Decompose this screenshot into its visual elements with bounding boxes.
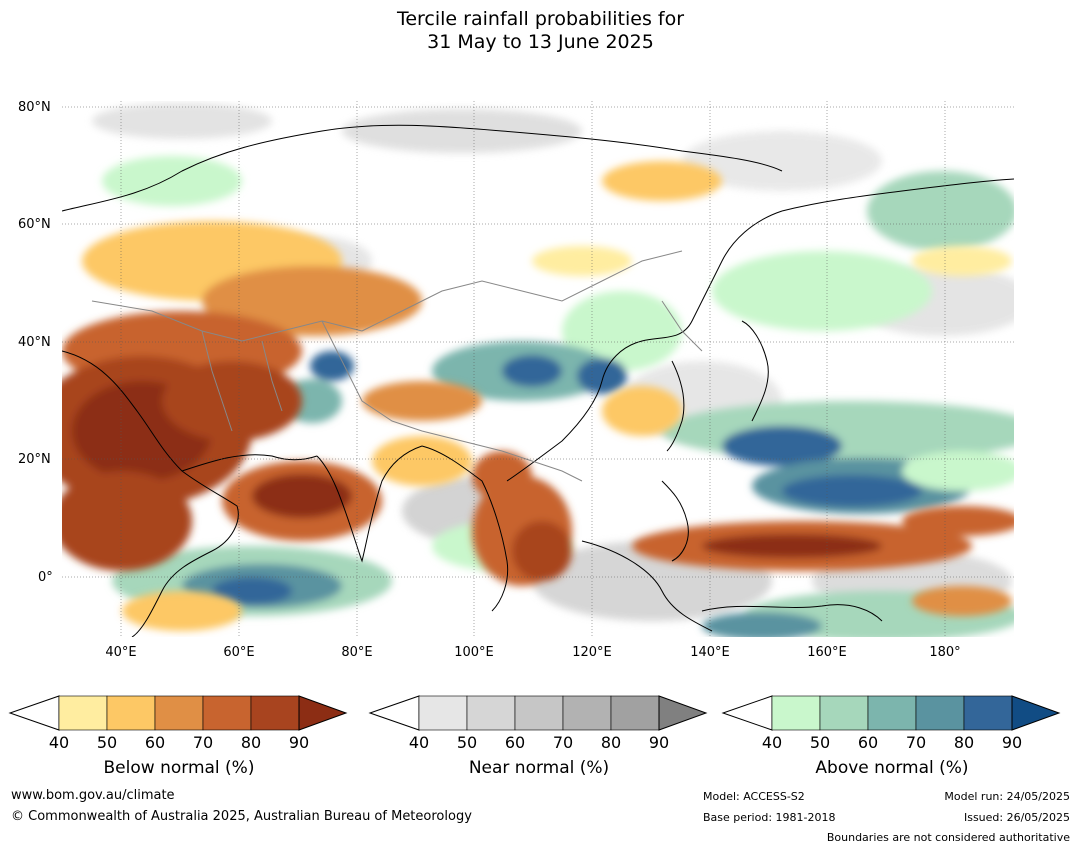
colorbar-segment — [915, 695, 965, 731]
colorbar-segment — [418, 695, 468, 731]
near-tick: 40 — [408, 733, 430, 752]
lat-tick-60n: 60°N — [18, 217, 51, 232]
colorbar-segment — [466, 695, 516, 731]
near-normal-title: Near normal (%) — [468, 758, 610, 778]
lon-tick-80e: 80°E — [341, 645, 373, 660]
disclaimer-text: Boundaries are not considered authoritat… — [826, 831, 1070, 844]
lat-tick-20n: 20°N — [18, 452, 51, 467]
near-tick: 70 — [552, 733, 574, 752]
lon-tick-160e: 160°E — [807, 645, 847, 660]
colorbar-upper-extension — [298, 695, 348, 731]
colorbar-segment — [106, 695, 156, 731]
colorbar-segment — [154, 695, 204, 731]
near-tick: 50 — [456, 733, 478, 752]
copyright-text: © Commonwealth of Australia 2025, Austra… — [11, 809, 472, 824]
lon-tick-140e: 140°E — [690, 645, 730, 660]
colorbar-segment — [514, 695, 564, 731]
lat-tick-0: 0° — [38, 570, 53, 585]
colorbar-segment — [610, 695, 660, 731]
above-tick: 60 — [857, 733, 879, 752]
website-link[interactable]: www.bom.gov.au/climate — [11, 788, 175, 803]
lon-tick-120e: 120°E — [572, 645, 612, 660]
colorbar-segment — [963, 695, 1013, 731]
colorbar-segment — [58, 695, 108, 731]
colorbar-lower-extension — [368, 695, 420, 731]
near-tick: 90 — [648, 733, 670, 752]
colorbar-upper-extension — [658, 695, 708, 731]
lon-tick-40e: 40°E — [105, 645, 137, 660]
below-normal-regions — [62, 161, 1014, 631]
colorbar-segment — [819, 695, 869, 731]
near-tick: 80 — [600, 733, 622, 752]
above-normal-colorbar — [721, 695, 1061, 731]
above-tick: 50 — [809, 733, 831, 752]
below-tick: 70 — [192, 733, 214, 752]
colorbar-lower-extension — [8, 695, 60, 731]
model-run-text: Model run: 24/05/2025 — [944, 790, 1070, 803]
colorbar-segment — [250, 695, 300, 731]
below-normal-colorbar — [8, 695, 348, 731]
lon-tick-100e: 100°E — [454, 645, 494, 660]
issued-text: Issued: 26/05/2025 — [963, 811, 1070, 824]
above-normal-title: Above normal (%) — [815, 758, 969, 778]
colorbar-lower-extension — [721, 695, 773, 731]
base-period-text: Base period: 1981-2018 — [703, 811, 836, 824]
lat-tick-80n: 80°N — [18, 100, 51, 115]
title-line-1: Tercile rainfall probabilities for — [396, 8, 685, 30]
below-tick: 80 — [240, 733, 262, 752]
near-tick: 60 — [504, 733, 526, 752]
above-tick: 90 — [1001, 733, 1023, 752]
country-boundaries — [91, 250, 703, 482]
model-text: Model: ACCESS-S2 — [703, 790, 805, 803]
colorbar-segment — [867, 695, 917, 731]
lat-tick-40n: 40°N — [18, 335, 51, 350]
chart-title: Tercile rainfall probabilities for 31 Ma… — [0, 8, 1081, 54]
rainfall-probability-map — [62, 101, 1014, 637]
below-tick: 60 — [144, 733, 166, 752]
above-tick: 70 — [905, 733, 927, 752]
graticule — [62, 101, 1014, 637]
colorbar-segment — [202, 695, 252, 731]
above-tick: 80 — [953, 733, 975, 752]
below-normal-title: Below normal (%) — [103, 758, 255, 778]
colorbar-segment — [771, 695, 821, 731]
colorbar-segment — [562, 695, 612, 731]
above-tick: 40 — [761, 733, 783, 752]
below-tick: 40 — [48, 733, 70, 752]
lon-tick-180: 180° — [929, 645, 961, 660]
colorbar-upper-extension — [1011, 695, 1061, 731]
coastlines — [62, 124, 1014, 637]
below-tick: 90 — [288, 733, 310, 752]
below-tick: 50 — [96, 733, 118, 752]
near-normal-colorbar — [368, 695, 708, 731]
lon-tick-60e: 60°E — [223, 645, 255, 660]
title-line-2: 31 May to 13 June 2025 — [427, 31, 654, 53]
